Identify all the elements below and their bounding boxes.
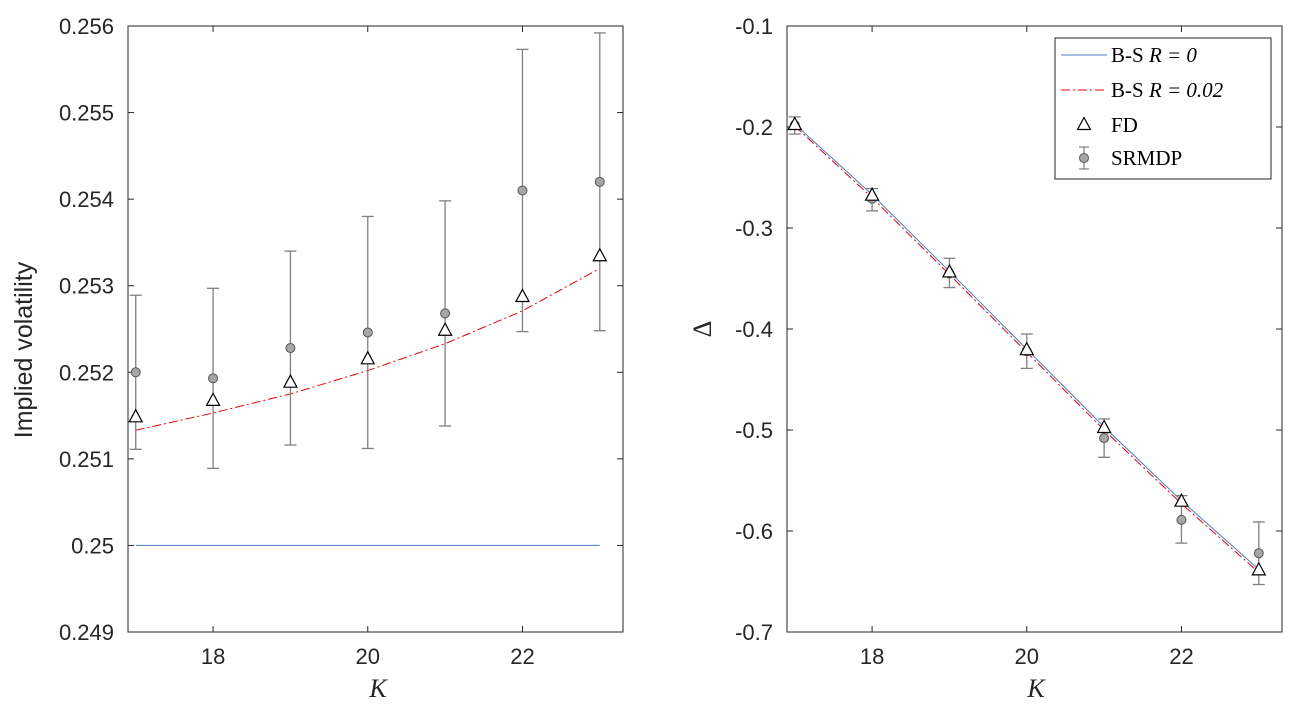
y-tick-label: 0.256 [59,14,114,39]
fd-point [360,350,376,365]
srmdp-point [1253,548,1264,559]
y-axis-label-left: Implied volatility [10,261,38,438]
plot-frame [127,25,624,633]
x-tick-label: 20 [356,644,380,669]
y-tick-label: -0.7 [735,620,773,645]
y-tick-label: -0.5 [735,418,773,443]
legend-entry-label: SRMDP [1111,146,1182,170]
x-tick-label: 22 [1169,644,1193,669]
fd-point [1019,341,1035,356]
legend-entry-label: FD [1111,113,1138,137]
x-axis-label-right: K [1026,674,1046,703]
fd-point [941,263,957,278]
y-tick-label: -0.3 [735,216,773,241]
y-tick-label: -0.6 [735,519,773,544]
fd-point [437,321,453,336]
legend-swatch-circle [1079,153,1089,163]
legend: B-S R = 0 B-S R = 0.02 FD SRMDP [1054,37,1272,180]
x-tick-label: 20 [1015,644,1039,669]
y-tick-label: -0.1 [735,14,773,39]
fd-point [592,247,608,262]
implied-volatility-panel: 18 20 22 0.249 0.25 0.251 0.252 0.253 0.254 0.255… [59,14,624,669]
y-tick-label: 0.252 [59,360,114,385]
srmdp-point [285,343,296,354]
legend-entry-label: B-S R = 0.02 [1111,78,1224,102]
fd-point [1096,419,1112,434]
srmdp-point [440,308,451,319]
srmdp-point [130,367,141,378]
x-axis-label-left: K [368,674,388,703]
srmdp-point [517,185,528,196]
legend-box [1054,37,1272,180]
fd-point [128,408,144,423]
srmdp-point [1099,433,1110,444]
srmdp-point [594,176,605,187]
x-tick-label: 18 [860,644,884,669]
y-tick-label: 0.254 [59,187,114,212]
fd-point [514,288,530,303]
fd-point [864,186,880,201]
fd-point [205,392,221,406]
srmdp-point [362,327,373,338]
fd-point [282,373,298,388]
x-tick-label: 18 [201,644,225,669]
x-tick-label: 22 [510,644,534,669]
fd-point [1251,561,1267,576]
delta-panel: 18 20 22 -0.7 -0.6 -0.5 -0.4 -0.3 -0.2 -0.1 B-S R … [735,14,1283,669]
y-tick-label: 0.25 [71,533,114,558]
srmdp-point [1176,514,1187,525]
y-tick-label: -0.4 [735,317,773,342]
y-tick-label: 0.255 [59,101,114,126]
legend-entry-label: B-S R = 0 [1111,43,1197,67]
y-tick-label: 0.253 [59,274,114,299]
y-axis-label-right: Δ [688,321,717,338]
legend-swatch-triangle [1076,116,1092,131]
fd-point [787,116,803,131]
y-tick-label: 0.249 [59,620,114,645]
y-tick-label: -0.2 [735,115,773,140]
srmdp-point [208,373,219,384]
fd-point [1173,492,1189,507]
y-tick-label: 0.251 [59,447,114,472]
